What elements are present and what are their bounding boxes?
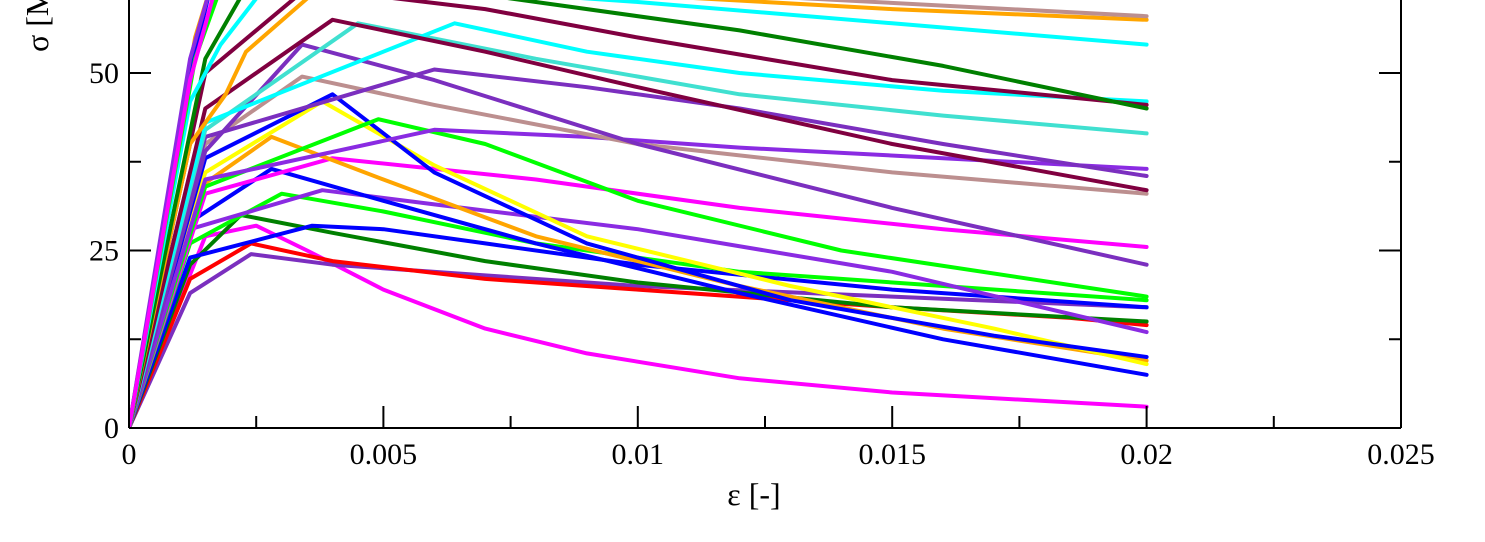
series-line-12 <box>129 92 1149 428</box>
series-line-11 <box>129 99 1149 428</box>
series-line-16 <box>129 42 1149 428</box>
series-line-18 <box>129 21 1149 428</box>
x-axis-label: ε [-] <box>727 476 780 512</box>
series-line-5 <box>129 223 1149 428</box>
series-line-13 <box>129 117 1149 428</box>
y-tick-label: 0 <box>104 412 119 445</box>
series-line-20 <box>129 17 1149 428</box>
series-line-14 <box>129 127 1149 428</box>
y-tick-label: 25 <box>89 235 119 268</box>
x-tick-label: 0 <box>122 438 137 471</box>
x-tick-label: 0.01 <box>612 438 665 471</box>
y-tick-label: 50 <box>89 57 119 90</box>
ticks-layer: 0 0.005 0.01 0.015 0.02 0.025 0 25 50 <box>89 57 1435 471</box>
y-axis-label: σ [MPa] <box>19 0 55 52</box>
series-line-8 <box>129 166 1149 428</box>
axes-layer <box>128 0 1402 429</box>
series-line-2 <box>129 252 1149 428</box>
series-line-1 <box>129 223 1149 428</box>
series-line-19 <box>129 21 1149 428</box>
x-tick-label: 0.02 <box>1120 438 1173 471</box>
x-tick-label: 0.025 <box>1367 438 1435 471</box>
series-line-23 <box>129 0 1149 428</box>
x-tick-label: 0.005 <box>350 438 418 471</box>
series-layer <box>129 0 1149 428</box>
x-tick-label: 0.015 <box>858 438 926 471</box>
series-line-31 <box>129 0 215 428</box>
series-line-9 <box>129 156 1149 428</box>
series-line-7 <box>129 188 1149 428</box>
series-line-15 <box>129 74 1149 428</box>
